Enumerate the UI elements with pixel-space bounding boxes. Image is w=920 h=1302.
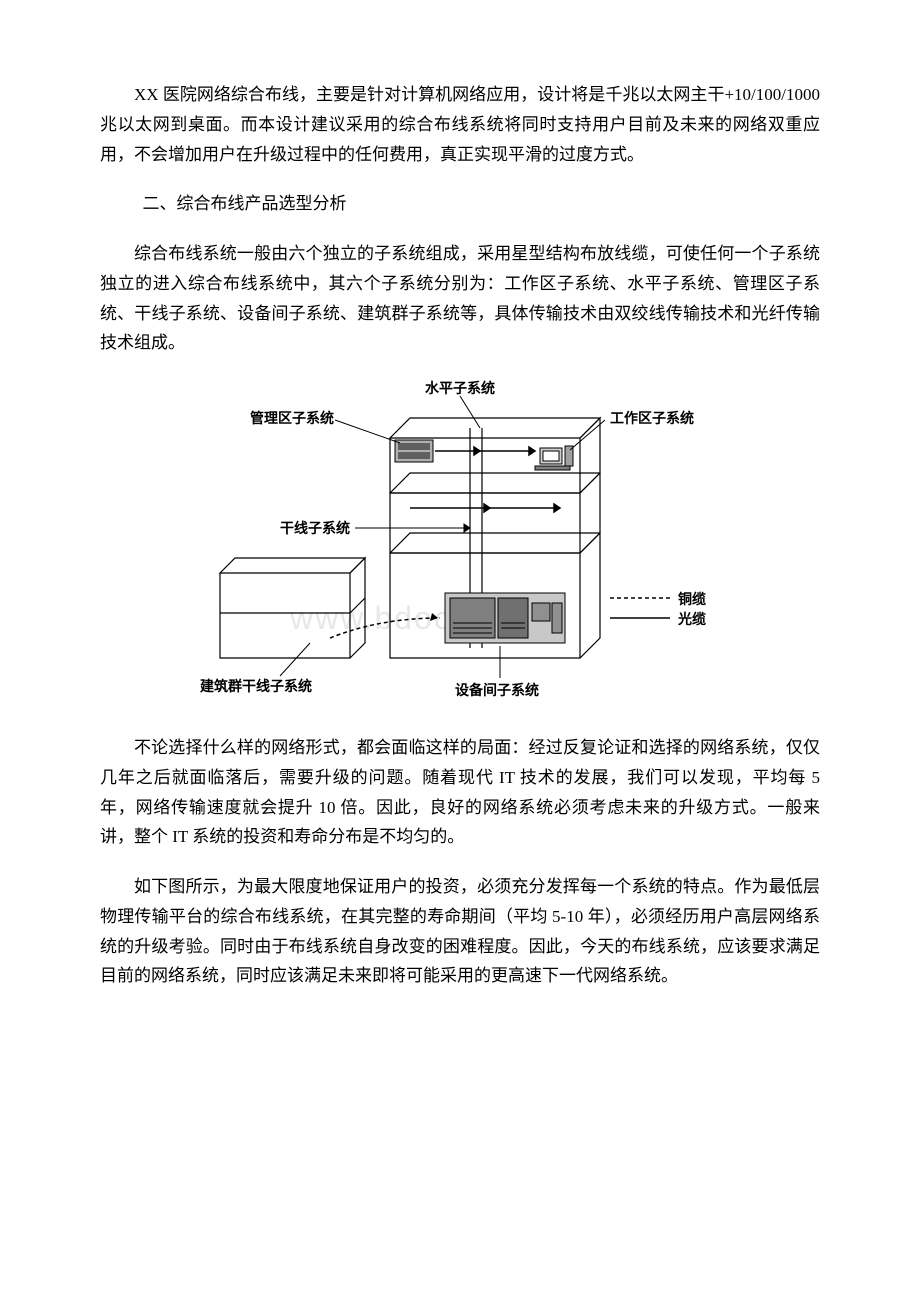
label-horizontal: 水平子系统 bbox=[425, 378, 495, 398]
cabling-diagram: www.bdocx.com bbox=[180, 378, 740, 708]
investment-paragraph: 如下图所示，为最大限度地保证用户的投资，必须充分发挥每一个系统的特点。作为最低层… bbox=[100, 872, 820, 991]
legend-copper: 铜缆 bbox=[678, 589, 706, 609]
label-management: 管理区子系统 bbox=[250, 408, 334, 428]
label-trunk: 干线子系统 bbox=[280, 518, 350, 538]
label-workarea: 工作区子系统 bbox=[610, 408, 694, 428]
section-heading: 二、综合布线产品选型分析 bbox=[100, 189, 820, 219]
legend-fiber: 光缆 bbox=[678, 609, 706, 629]
subsystem-paragraph: 综合布线系统一般由六个独立的子系统组成，采用星型结构布放线缆，可使任何一个子系统… bbox=[100, 239, 820, 358]
intro-paragraph: XX 医院网络综合布线，主要是针对计算机网络应用，设计将是千兆以太网主干+10/… bbox=[100, 80, 820, 169]
label-campus: 建筑群干线子系统 bbox=[200, 676, 312, 696]
diagram-container: www.bdocx.com bbox=[100, 378, 820, 708]
label-equipment: 设备间子系统 bbox=[455, 680, 539, 700]
network-upgrade-paragraph: 不论选择什么样的网络形式，都会面临这样的局面：经过反复论证和选择的网络系统，仅仅… bbox=[100, 733, 820, 852]
